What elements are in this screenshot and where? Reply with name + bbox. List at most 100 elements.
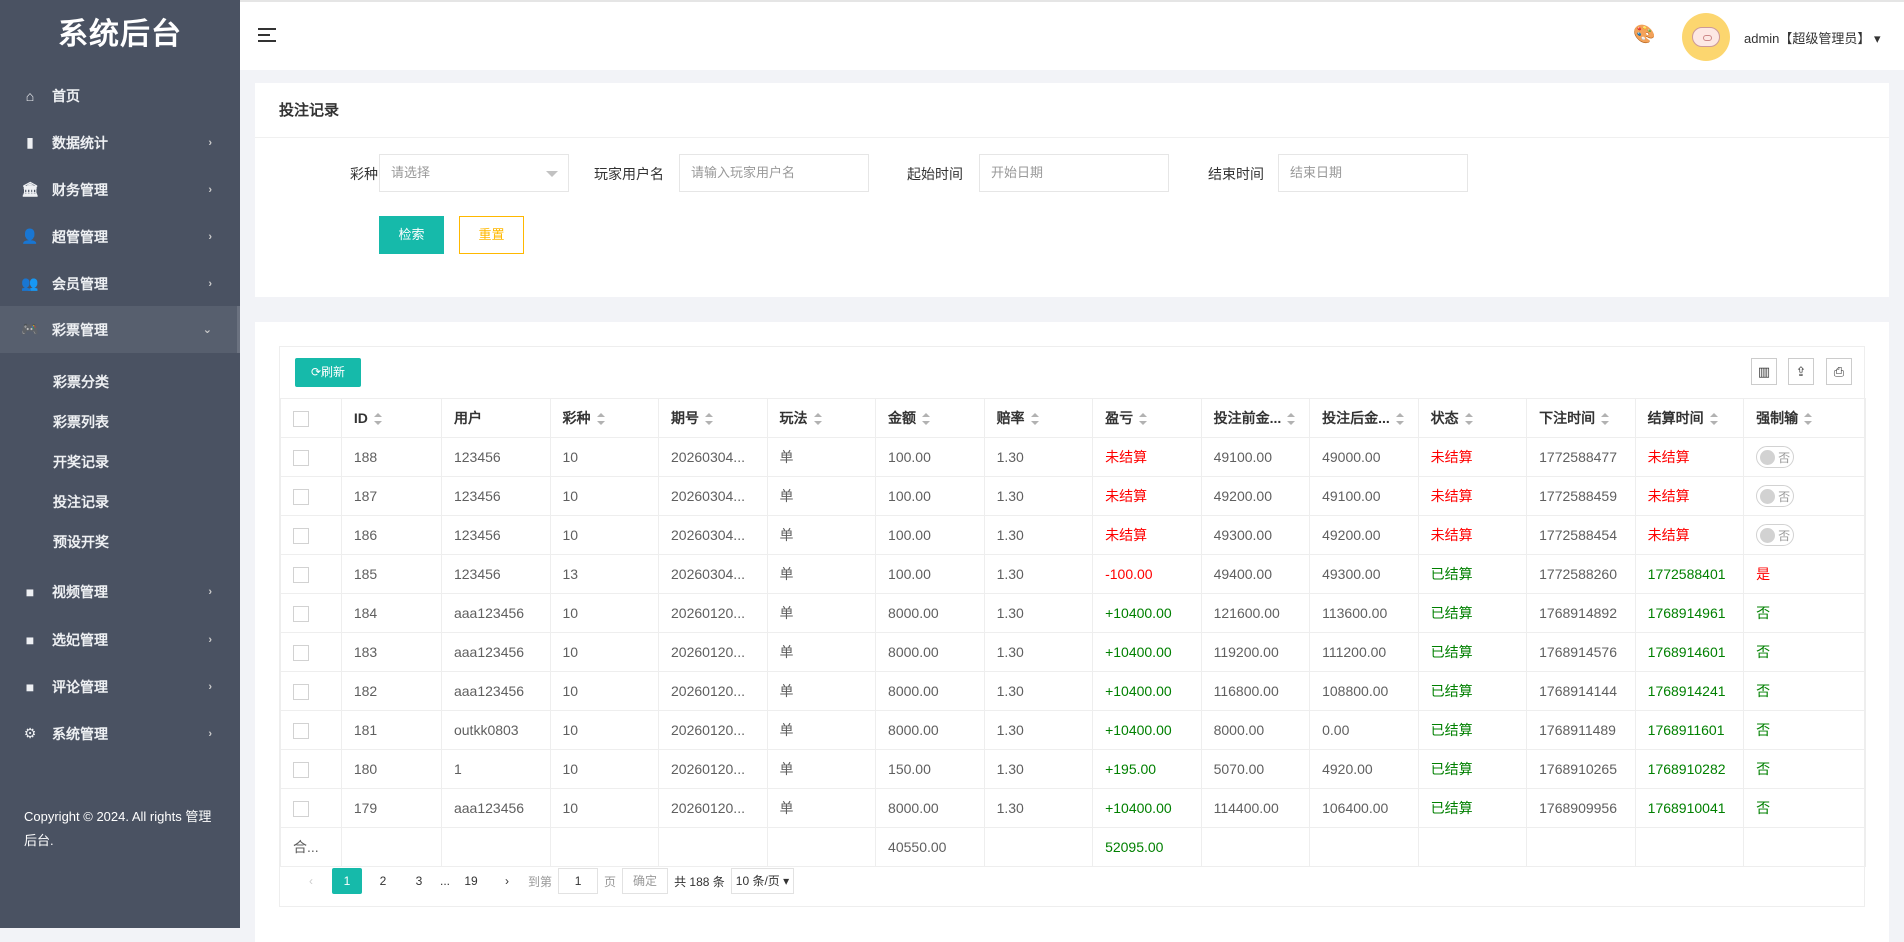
sidebar-item-5[interactable]: 🎮 彩票管理 ⌄	[0, 306, 240, 353]
sidebar-item-0[interactable]: ⌂ 首页	[0, 72, 240, 119]
cell-amount: 100.00	[875, 476, 985, 516]
refresh-button[interactable]: ⟳刷新	[295, 358, 361, 387]
column-header[interactable]: 投注后金...	[1309, 398, 1419, 438]
sort-icon[interactable]	[705, 413, 714, 426]
cell-settle_time: 1768910282	[1634, 749, 1745, 789]
row-checkbox[interactable]	[280, 749, 342, 789]
sidebar-item-3[interactable]: 👤 超管管理 ›	[0, 213, 240, 260]
menu-toggle-icon[interactable]	[258, 28, 276, 46]
column-header[interactable]: 用户	[440, 398, 551, 438]
sidebar-subitem-0[interactable]: 彩票分类	[53, 374, 109, 390]
row-checkbox[interactable]	[280, 437, 342, 477]
table-row[interactable]: 185 123456 13 20260304... 单 100.00 1.30 -100.00…	[280, 554, 1866, 594]
cell-bet_time: 1768914576	[1526, 632, 1636, 672]
column-header[interactable]: 期号	[658, 398, 768, 438]
force-lose-toggle[interactable]: 否	[1756, 485, 1795, 507]
start-date-input[interactable]: 开始日期	[979, 154, 1169, 192]
sort-icon[interactable]	[1287, 413, 1296, 426]
sort-icon[interactable]	[813, 413, 822, 426]
lottery-select[interactable]: 请选择	[379, 154, 569, 192]
table-row[interactable]: 187 123456 10 20260304... 单 100.00 1.30 未结算 4920…	[280, 476, 1866, 516]
column-header[interactable]: 下注时间	[1526, 398, 1636, 438]
column-header[interactable]: 彩种	[549, 398, 660, 438]
sidebar-item-9[interactable]: ⚙ 系统管理 ›	[0, 710, 240, 757]
empty-cell	[340, 827, 442, 867]
reset-button[interactable]: 重置	[459, 216, 524, 254]
cell-odds: 1.30	[983, 788, 1094, 828]
sort-icon[interactable]	[1709, 413, 1718, 426]
sidebar-subitem-2[interactable]: 开奖记录	[53, 454, 109, 470]
sidebar-subitem-3[interactable]: 投注记录	[53, 494, 109, 510]
confirm-button[interactable]: 确定	[622, 868, 669, 894]
sort-icon[interactable]	[373, 413, 382, 426]
print-icon[interactable]: ⎙	[1826, 358, 1852, 385]
sidebar-item-6[interactable]: ■ 视频管理 ›	[0, 568, 240, 615]
sort-icon[interactable]	[596, 413, 605, 426]
sort-icon[interactable]	[1395, 413, 1404, 426]
table-row[interactable]: 188 123456 10 20260304... 单 100.00 1.30 未结算 4910…	[280, 437, 1866, 477]
page-size-select[interactable]: 10 条/页 ▾	[730, 868, 795, 894]
cell-id: 183	[340, 632, 442, 672]
page-button[interactable]: 3	[415, 874, 423, 888]
sidebar-item-2[interactable]: 🏛 财务管理 ›	[0, 166, 240, 213]
sidebar-item-7[interactable]: ■ 选妃管理 ›	[0, 616, 240, 663]
force-lose-toggle[interactable]: 否	[1756, 524, 1795, 546]
sidebar-item-1[interactable]: ▮ 数据统计 ›	[0, 119, 240, 166]
row-checkbox[interactable]	[280, 788, 342, 828]
column-header[interactable]: 结算时间	[1634, 398, 1745, 438]
row-checkbox[interactable]	[280, 710, 342, 750]
column-header[interactable]: 投注前金...	[1200, 398, 1311, 438]
avatar[interactable]	[1682, 13, 1730, 61]
page-button[interactable]: 2	[379, 874, 387, 888]
palette-icon[interactable]: 🎨	[1633, 24, 1656, 44]
sidebar-subitem-1[interactable]: 彩票列表	[53, 414, 109, 430]
row-checkbox[interactable]	[280, 515, 342, 555]
user-menu[interactable]: admin【超级管理员】 ▾	[1744, 28, 1881, 47]
row-checkbox[interactable]	[280, 593, 342, 633]
table-row[interactable]: 180 1 10 20260120... 单 150.00 1.30 +195.00 5070.…	[280, 749, 1866, 789]
columns-icon[interactable]: ▥	[1751, 358, 1777, 385]
column-header[interactable]: 盈亏	[1092, 398, 1202, 438]
table-row[interactable]: 186 123456 10 20260304... 单 100.00 1.30 未结算 4930…	[280, 515, 1866, 555]
export-icon[interactable]: ⇪	[1788, 358, 1814, 385]
sort-icon[interactable]	[1601, 413, 1610, 426]
player-input[interactable]: 请输入玩家用户名	[679, 154, 869, 192]
search-button[interactable]: 检索	[379, 216, 444, 254]
sidebar-item-label: 选妃管理	[52, 631, 108, 648]
video-icon: ■	[25, 678, 35, 695]
select-all-checkbox[interactable]	[280, 398, 342, 438]
column-header[interactable]: 赔率	[983, 398, 1094, 438]
next-page-button[interactable]: ›	[505, 874, 510, 888]
sort-icon[interactable]	[1030, 413, 1039, 426]
sidebar-item-4[interactable]: 👥 会员管理 ›	[0, 260, 240, 307]
cell-before: 114400.00	[1200, 788, 1311, 828]
sidebar-subitem-4[interactable]: 预设开奖	[53, 534, 109, 550]
sort-icon[interactable]	[1464, 413, 1473, 426]
column-label: 状态	[1430, 410, 1459, 426]
column-header[interactable]: 金额	[875, 398, 985, 438]
column-header[interactable]: 玩法	[766, 398, 877, 438]
sort-icon[interactable]	[1804, 413, 1813, 426]
column-header[interactable]: ID	[340, 398, 442, 438]
page-button[interactable]: 1	[332, 868, 362, 894]
row-checkbox[interactable]	[280, 476, 342, 516]
table-row[interactable]: 179 aaa123456 10 20260120... 单 8000.00 1.30 +10…	[280, 788, 1866, 828]
table-row[interactable]: 184 aaa123456 10 20260120... 单 8000.00 1.30 +10…	[280, 593, 1866, 633]
end-date-input[interactable]: 结束日期	[1278, 154, 1468, 192]
table-row[interactable]: 182 aaa123456 10 20260120... 单 8000.00 1.30 +10…	[280, 671, 1866, 711]
force-lose-toggle[interactable]: 否	[1756, 446, 1795, 468]
sort-icon[interactable]	[922, 413, 931, 426]
row-checkbox[interactable]	[280, 554, 342, 594]
table-row[interactable]: 183 aaa123456 10 20260120... 单 8000.00 1.30 +10…	[280, 632, 1866, 672]
column-header[interactable]: 强制输	[1743, 398, 1866, 438]
row-checkbox[interactable]	[280, 671, 342, 711]
table-row[interactable]: 181 outkk0803 10 20260120... 单 8000.00 1.30 +10…	[280, 710, 1866, 750]
sort-icon[interactable]	[1139, 413, 1148, 426]
row-checkbox[interactable]	[280, 632, 342, 672]
page-jump-input[interactable]: 1	[558, 868, 599, 894]
sidebar-item-8[interactable]: ■ 评论管理 ›	[0, 663, 240, 710]
column-header[interactable]: 状态	[1417, 398, 1528, 438]
cell-play: 单	[766, 671, 877, 711]
prev-page-button[interactable]: ‹	[309, 874, 313, 888]
last-page-button[interactable]: 19	[464, 874, 478, 888]
